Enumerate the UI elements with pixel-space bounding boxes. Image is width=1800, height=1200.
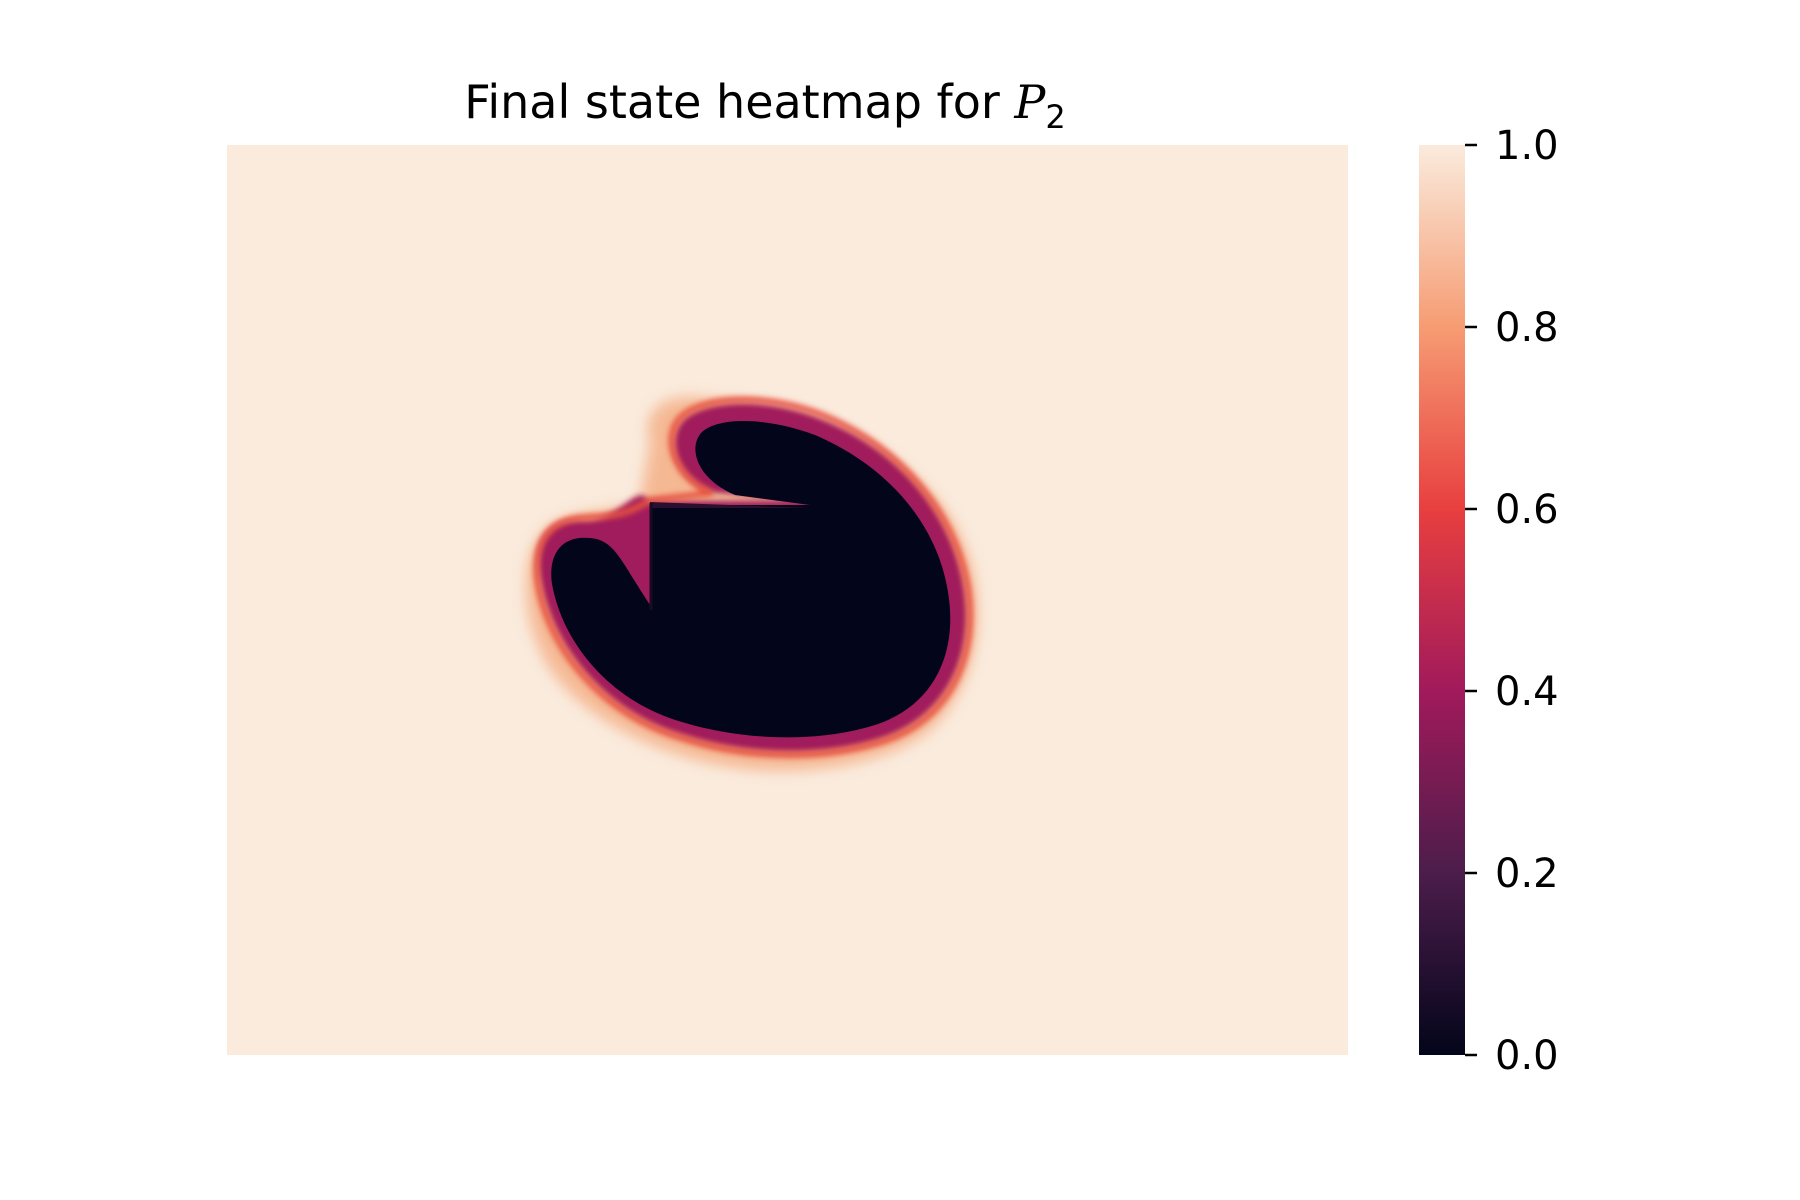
colorbar-tick-label: 0.4 (1495, 669, 1559, 715)
colorbar-tick-label: 0.0 (1495, 1033, 1559, 1079)
colorbar-tick-label: 0.8 (1495, 305, 1559, 351)
colorbar-tick-label: 0.6 (1495, 487, 1559, 533)
colorbar-gradient (1419, 145, 1465, 1055)
chart-title: Final state heatmap for P2 (464, 75, 1065, 136)
heatmap-area (227, 145, 1348, 1055)
heatmap-rim-outer (533, 396, 974, 758)
heatmap-core (551, 421, 951, 738)
colorbar-ticks: 0.0 0.2 0.4 0.6 0.8 1.0 (1465, 123, 1559, 1079)
colorbar-tick-label: 1.0 (1495, 123, 1559, 169)
heatmap-notch-edge (650, 502, 810, 508)
colorbar: 0.0 0.2 0.4 0.6 0.8 1.0 (1419, 123, 1559, 1079)
colorbar-tick-label: 0.2 (1495, 851, 1559, 897)
